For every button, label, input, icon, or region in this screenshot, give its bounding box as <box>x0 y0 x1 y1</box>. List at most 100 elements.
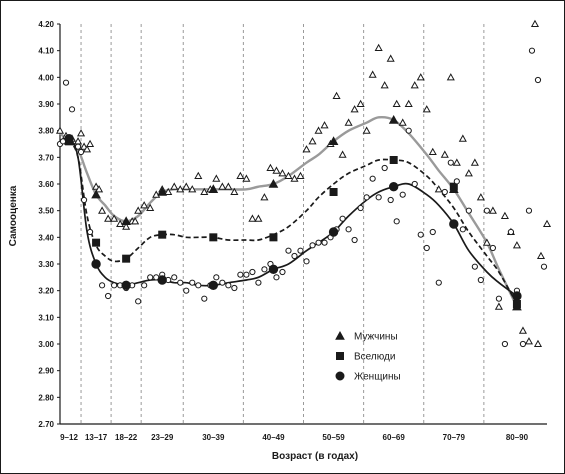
point-men <box>164 187 173 196</box>
point-men <box>410 81 419 89</box>
point-men <box>362 126 371 134</box>
point-women <box>435 279 442 286</box>
point-men <box>260 193 269 201</box>
point-women <box>375 194 382 201</box>
point-women <box>135 298 142 305</box>
point-men <box>194 171 203 180</box>
point-women <box>387 196 394 204</box>
mean-point-men <box>121 216 131 226</box>
mean-point-women <box>268 264 279 275</box>
x-tick-label: 23–29 <box>151 433 174 442</box>
point-men <box>212 174 221 182</box>
point-women <box>345 226 352 233</box>
point-all <box>122 254 131 263</box>
point-women <box>357 204 364 212</box>
point-women <box>315 239 322 246</box>
mean-point-women <box>121 280 131 291</box>
legend-label: Вселюди <box>354 352 395 363</box>
y-tick-label: 3.30 <box>38 260 54 269</box>
legend-marker-square <box>336 352 344 360</box>
legend-marker-triangle <box>335 330 345 340</box>
x-tick-label: 80–90 <box>506 433 529 442</box>
point-men <box>416 73 425 81</box>
legend-marker-circle <box>335 371 345 381</box>
point-men <box>104 214 113 222</box>
point-women <box>495 295 503 302</box>
point-women <box>528 47 536 54</box>
mean-point-women <box>91 259 101 269</box>
trend-lines <box>59 115 518 308</box>
mean-point-men <box>512 301 522 311</box>
y-tick-label: 2.70 <box>38 420 54 429</box>
point-men <box>242 174 251 182</box>
mean-point-women <box>157 275 167 285</box>
x-tick-label: 50–59 <box>322 433 345 442</box>
y-tick-label: 2.90 <box>38 367 54 376</box>
point-women <box>62 79 70 86</box>
mean-point-women <box>449 219 459 229</box>
point-men <box>218 182 227 190</box>
y-tick-label: 3.40 <box>38 233 54 242</box>
point-women <box>177 279 184 286</box>
point-women <box>74 143 82 150</box>
point-men <box>374 43 383 52</box>
point-men <box>398 118 407 126</box>
point-men <box>76 129 86 137</box>
point-women <box>489 244 496 252</box>
point-men <box>470 158 479 166</box>
point-men <box>131 217 140 225</box>
point-men <box>152 190 161 198</box>
point-women <box>417 231 424 238</box>
point-men <box>110 214 119 222</box>
mean-point-men <box>91 189 101 199</box>
point-men <box>134 206 143 214</box>
trend-line-all <box>59 139 518 305</box>
point-men <box>422 105 431 113</box>
trend-line-men <box>59 115 518 308</box>
point-women <box>279 268 286 276</box>
point-men <box>434 185 443 193</box>
point-men <box>488 206 497 214</box>
mean-point-men <box>448 184 459 194</box>
point-men <box>83 145 92 153</box>
point-men <box>230 187 239 196</box>
legend-item: Женщины <box>335 371 401 383</box>
legend-item: Мужчины <box>335 330 398 343</box>
y-tick-label: 4.10 <box>38 47 54 56</box>
point-women <box>104 292 112 300</box>
point-men <box>302 145 311 153</box>
point-men <box>440 150 449 158</box>
point-men <box>236 171 245 180</box>
point-women <box>273 274 280 281</box>
x-tick-label: 30–39 <box>202 433 225 442</box>
point-men <box>332 91 341 100</box>
point-all <box>329 188 338 196</box>
trend-line-women <box>59 137 518 297</box>
point-men <box>512 241 521 249</box>
point-men <box>140 201 149 209</box>
point-men <box>536 251 546 260</box>
point-women <box>98 282 106 289</box>
legend-item: Вселюди <box>336 352 395 363</box>
point-women <box>471 263 478 270</box>
point-women <box>195 282 202 289</box>
point-women <box>189 279 196 286</box>
point-women <box>339 215 346 222</box>
point-women <box>285 247 292 254</box>
point-women <box>141 282 148 289</box>
point-women <box>201 295 208 302</box>
point-women <box>351 236 358 244</box>
point-women <box>423 244 430 252</box>
point-women <box>534 76 542 84</box>
point-women <box>363 194 370 201</box>
y-tick-label: 4.00 <box>38 73 54 82</box>
point-men <box>494 302 503 310</box>
point-women <box>68 106 76 113</box>
point-women <box>525 207 533 214</box>
point-men <box>464 169 473 177</box>
point-women <box>519 340 527 348</box>
y-tick-label: 3.10 <box>38 313 54 322</box>
point-women <box>183 287 190 294</box>
point-men <box>344 118 353 126</box>
